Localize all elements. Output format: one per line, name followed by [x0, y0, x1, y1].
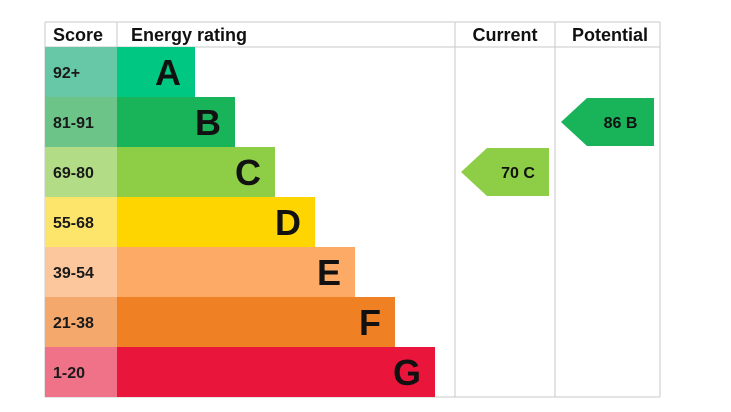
header-current: Current — [472, 25, 537, 45]
current-rating-label: 70 C — [501, 165, 535, 182]
score-cell-b — [45, 97, 117, 147]
band-letter-f: F — [359, 302, 381, 343]
score-cell-c — [45, 147, 117, 197]
score-range-f: 21-38 — [53, 315, 94, 332]
rating-indicators: 70 C 86 B — [461, 98, 654, 196]
score-cell-e — [45, 247, 117, 297]
band-letter-g: G — [393, 352, 421, 393]
score-range-g: 1-20 — [53, 365, 85, 382]
band-letter-a: A — [155, 52, 181, 93]
potential-rating-arrow — [561, 98, 654, 146]
band-bar-b — [117, 97, 235, 147]
score-cell-a — [45, 47, 117, 97]
current-rating-arrow — [461, 148, 549, 196]
band-bar-a — [117, 47, 195, 97]
rating-bands: 92+ A 81-91 B 69-80 C 55-68 D 39-54 E 21-38 F 1-20 G — [45, 47, 435, 397]
score-range-d: 55-68 — [53, 215, 94, 232]
header-energy-rating: Energy rating — [131, 25, 247, 45]
potential-rating-label: 86 B — [604, 115, 638, 132]
band-letter-c: C — [235, 152, 261, 193]
score-range-e: 39-54 — [53, 265, 94, 282]
score-range-a: 92+ — [53, 65, 80, 82]
band-letter-b: B — [195, 102, 221, 143]
band-bar-d — [117, 197, 315, 247]
score-cell-f — [45, 297, 117, 347]
score-range-b: 81-91 — [53, 115, 94, 132]
header-potential: Potential — [572, 25, 648, 45]
band-bar-g — [117, 347, 435, 397]
band-letter-d: D — [275, 202, 301, 243]
score-cell-g — [45, 347, 117, 397]
header-score: Score — [53, 25, 103, 45]
band-bar-e — [117, 247, 355, 297]
score-range-c: 69-80 — [53, 165, 94, 182]
score-cell-d — [45, 197, 117, 247]
band-bar-f — [117, 297, 395, 347]
band-letter-e: E — [317, 252, 341, 293]
band-bar-c — [117, 147, 275, 197]
